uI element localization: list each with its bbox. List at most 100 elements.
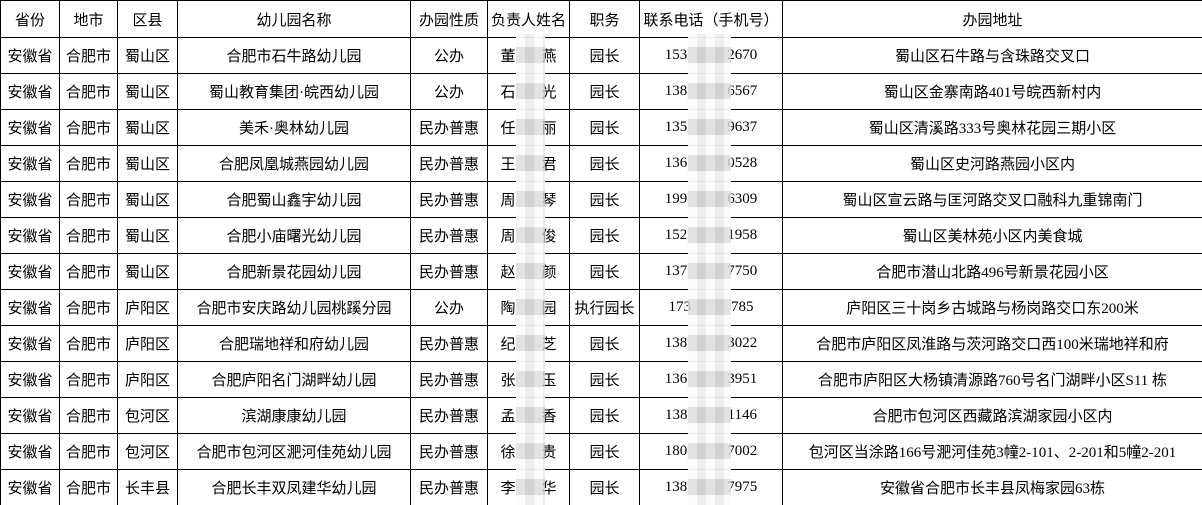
- cell-phone: 138 6567: [639, 73, 783, 110]
- cell-city: 合肥市: [59, 73, 118, 110]
- cell-nature: 公办: [410, 73, 488, 110]
- redacted-prefix: 石: [500, 85, 516, 101]
- redacted-suffix: 君: [541, 157, 557, 173]
- cell-principal: 任丽: [487, 109, 570, 146]
- cell-nature: 民办普惠: [410, 469, 488, 505]
- cell-city: 合肥市: [59, 109, 118, 146]
- header-nature: 办园性质: [410, 0, 488, 38]
- redacted-prefix: 纪: [500, 337, 516, 353]
- cell-kindergarten-name: 合肥新景花园幼儿园: [177, 253, 411, 290]
- cell-title: 园长: [569, 217, 640, 254]
- redacted-suffix: 1146: [727, 407, 757, 423]
- cell-nature: 民办普惠: [410, 325, 488, 362]
- table-row: 安徽省 合肥市 蜀山区 蜀山教育集团·皖西幼儿园 公办石光园长 138 6567 蜀山区金寨南…: [0, 73, 1202, 110]
- cell-district: 蜀山区: [117, 109, 178, 146]
- redacted-prefix: 徐: [500, 445, 516, 461]
- redacted-prefix: 135: [664, 119, 688, 135]
- header-address: 办园地址: [782, 0, 1202, 38]
- cell-principal: 徐贵: [487, 433, 570, 470]
- cell-district: 蜀山区: [117, 37, 178, 74]
- cell-phone: 135 9637: [639, 109, 783, 146]
- cell-city: 合肥市: [59, 469, 118, 505]
- cell-kindergarten-name: 美禾·奥林幼儿园: [177, 109, 411, 146]
- cell-district: 包河区: [117, 433, 178, 470]
- cell-title: 园长: [569, 181, 640, 218]
- header-kindergarten: 幼儿园名称: [177, 0, 411, 38]
- redacted-suffix: 颜: [541, 265, 557, 281]
- cell-phone: 153 2670: [639, 37, 783, 74]
- table-row: 安徽省 合肥市 蜀山区 合肥蜀山鑫宇幼儿园 民办普惠周琴园长 199 6309 蜀山区宣云路与…: [0, 181, 1202, 218]
- cell-address: 合肥市包河区西藏路滨湖家园小区内: [782, 397, 1202, 434]
- cell-nature: 公办: [410, 289, 488, 326]
- redaction-mosaic: [687, 156, 727, 172]
- redacted-suffix: 3951: [727, 371, 758, 387]
- redaction-mosaic: [516, 302, 542, 318]
- cell-phone: 173 785: [639, 289, 783, 326]
- cell-nature: 民办普惠: [410, 253, 488, 290]
- redaction-mosaic: [516, 338, 542, 354]
- cell-principal: 纪芝: [487, 325, 570, 362]
- cell-kindergarten-name: 蜀山教育集团·皖西幼儿园: [177, 73, 411, 110]
- cell-address: 庐阳区三十岗乡古城路与杨岗路交口东200米: [782, 289, 1202, 326]
- cell-phone: 138 7975: [639, 469, 783, 505]
- cell-address: 包河区当涂路166号淝河佳苑3幢2-101、2-201和5幢2-201: [782, 433, 1202, 470]
- redaction-mosaic: [516, 122, 542, 138]
- cell-kindergarten-name: 合肥蜀山鑫宇幼儿园: [177, 181, 411, 218]
- table-row: 安徽省 合肥市 蜀山区 合肥市石牛路幼儿园 公办董燕园长 153 2670 蜀山区石牛路与含珠…: [0, 37, 1202, 74]
- cell-phone: 199 6309: [639, 181, 783, 218]
- redacted-suffix: 俊: [541, 229, 557, 245]
- cell-nature: 公办: [410, 37, 488, 74]
- cell-principal: 王君: [487, 145, 570, 182]
- cell-title: 园长: [569, 433, 640, 470]
- redaction-mosaic: [687, 120, 727, 136]
- cell-address: 合肥市潜山北路496号新景花园小区: [782, 253, 1202, 290]
- redacted-suffix: 7002: [727, 443, 758, 459]
- redaction-mosaic: [516, 482, 542, 498]
- redacted-suffix: 玉: [541, 373, 557, 389]
- cell-district: 蜀山区: [117, 181, 178, 218]
- redacted-suffix: 芝: [541, 337, 557, 353]
- cell-phone: 152 1958: [639, 217, 783, 254]
- cell-title: 园长: [569, 73, 640, 110]
- cell-principal: 周俊: [487, 217, 570, 254]
- cell-nature: 民办普惠: [410, 361, 488, 398]
- redacted-prefix: 138: [664, 335, 688, 351]
- cell-address: 蜀山区清溪路333号奥林花园三期小区: [782, 109, 1202, 146]
- cell-city: 合肥市: [59, 37, 118, 74]
- table-body: 安徽省 合肥市 蜀山区 合肥市石牛路幼儿园 公办董燕园长 153 2670 蜀山区石牛路与含珠…: [0, 37, 1202, 505]
- redaction-mosaic: [516, 266, 542, 282]
- redacted-suffix: 丽: [541, 121, 557, 137]
- cell-province: 安徽省: [0, 109, 60, 146]
- cell-kindergarten-name: 合肥庐阳名门湖畔幼儿园: [177, 361, 411, 398]
- cell-title: 园长: [569, 469, 640, 505]
- redaction-mosaic: [687, 372, 727, 388]
- table-row: 安徽省 合肥市 庐阳区 合肥瑞地祥和府幼儿园 民办普惠纪芝园长 138 3022 合肥市庐阳区…: [0, 325, 1202, 362]
- cell-city: 合肥市: [59, 181, 118, 218]
- redacted-prefix: 李: [500, 481, 516, 497]
- cell-address: 合肥市庐阳区大杨镇清源路760号名门湖畔小区S11 栋: [782, 361, 1202, 398]
- cell-city: 合肥市: [59, 145, 118, 182]
- redaction-mosaic: [516, 194, 542, 210]
- cell-principal: 赵颜: [487, 253, 570, 290]
- table-row: 安徽省 合肥市 蜀山区 合肥小庙曙光幼儿园 民办普惠周俊园长 152 1958 蜀山区美林苑小…: [0, 217, 1202, 254]
- cell-province: 安徽省: [0, 469, 60, 505]
- cell-kindergarten-name: 合肥小庙曙光幼儿园: [177, 217, 411, 254]
- cell-province: 安徽省: [0, 433, 60, 470]
- cell-province: 安徽省: [0, 181, 60, 218]
- redaction-mosaic: [516, 86, 542, 102]
- redacted-prefix: 董: [500, 49, 516, 65]
- redacted-suffix: 7750: [727, 263, 758, 279]
- cell-city: 合肥市: [59, 361, 118, 398]
- redacted-suffix: 华: [541, 481, 557, 497]
- redaction-mosaic: [687, 48, 727, 64]
- redacted-suffix: 光: [541, 85, 557, 101]
- redacted-suffix: 3022: [727, 335, 758, 351]
- cell-title: 园长: [569, 109, 640, 146]
- redaction-mosaic: [691, 300, 731, 316]
- cell-nature: 民办普惠: [410, 433, 488, 470]
- cell-kindergarten-name: 合肥瑞地祥和府幼儿园: [177, 325, 411, 362]
- cell-nature: 民办普惠: [410, 397, 488, 434]
- redaction-mosaic: [687, 264, 727, 280]
